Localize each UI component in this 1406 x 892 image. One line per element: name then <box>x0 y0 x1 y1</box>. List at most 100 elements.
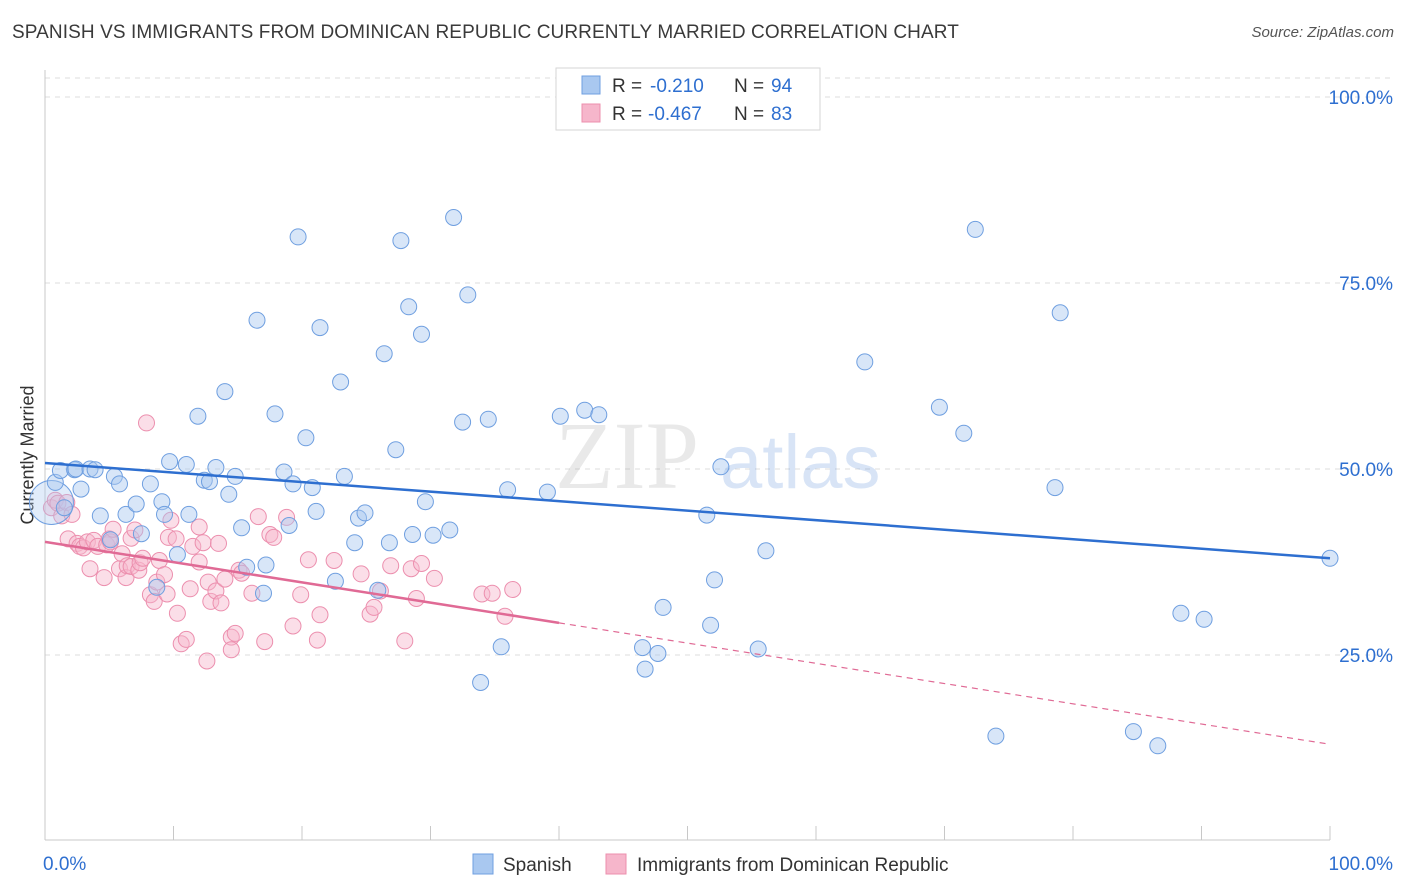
data-point-spanish <box>180 505 198 523</box>
data-point-dominican <box>156 566 173 584</box>
data-point-spanish <box>416 493 434 511</box>
data-point-dominican <box>504 581 522 598</box>
data-point-dominican <box>308 631 326 649</box>
data-point-spanish <box>955 424 973 442</box>
data-point-spanish <box>392 232 410 250</box>
data-point-dominican <box>226 624 244 642</box>
chart-title: SPANISH VS IMMIGRANTS FROM DOMINICAN REP… <box>12 22 959 43</box>
data-point-spanish <box>590 406 608 424</box>
legend-box: R = -0.210 N = 94 R = -0.467 N = 83 <box>555 67 821 131</box>
data-point-spanish <box>636 660 654 678</box>
data-point-spanish <box>307 502 325 520</box>
data-point-dominican <box>168 604 186 622</box>
data-point-spanish <box>55 499 73 517</box>
legend-swatch-dominican <box>581 103 601 123</box>
y-tick-label: 75.0% <box>1339 274 1393 295</box>
data-point-dominican <box>210 534 227 552</box>
trend-lines <box>44 461 1331 745</box>
data-point-spanish <box>67 460 85 478</box>
data-point-dominican <box>216 570 234 588</box>
bottom-legend: Spanish Immigrants from Dominican Republ… <box>472 853 949 876</box>
data-point-dominican <box>162 511 180 529</box>
data-point-spanish <box>72 480 90 498</box>
data-point-spanish <box>1046 479 1064 497</box>
data-point-spanish <box>117 505 135 523</box>
data-point-spanish <box>86 461 104 479</box>
data-point-dominican <box>198 652 216 670</box>
data-point-spanish <box>177 456 195 473</box>
data-point-spanish <box>326 572 344 590</box>
data-point-spanish <box>346 534 364 552</box>
legend-r-value-1: -0.210 <box>650 76 704 97</box>
data-point-spanish <box>257 556 275 574</box>
x-tick-labels: 0.0% 100.0% <box>43 854 1393 875</box>
watermark-zip: ZIP <box>555 402 699 509</box>
data-point-spanish <box>698 506 716 524</box>
data-point-spanish <box>201 473 218 491</box>
y-tick-label: 25.0% <box>1339 646 1393 667</box>
data-point-spanish <box>168 546 186 564</box>
data-point-spanish <box>284 475 302 493</box>
data-point-spanish <box>207 459 225 476</box>
data-point-spanish <box>441 521 459 539</box>
data-point-spanish <box>1124 723 1142 741</box>
data-point-dominican <box>243 584 261 602</box>
data-point-spanish <box>712 458 730 476</box>
data-point-spanish <box>153 493 171 511</box>
data-point-dominican <box>81 560 99 578</box>
data-point-spanish <box>702 616 720 634</box>
bottom-legend-swatch-spanish <box>472 853 494 875</box>
watermark-atlas: atlas <box>720 420 881 505</box>
data-point-spanish <box>156 505 173 523</box>
series-spanish-points <box>28 209 1339 755</box>
data-point-spanish <box>472 674 490 691</box>
y-tick-label: 100.0% <box>1329 88 1394 109</box>
data-point-dominican <box>95 569 113 587</box>
x-tick-label: 100.0% <box>1329 854 1394 875</box>
data-point-spanish <box>91 507 109 525</box>
data-point-dominican <box>365 598 383 616</box>
data-point-spanish <box>311 319 329 337</box>
bottom-legend-label-dominican: Immigrants from Dominican Republic <box>637 855 949 876</box>
bottom-legend-swatch-dominican <box>605 853 627 875</box>
data-point-spanish <box>1051 304 1069 322</box>
data-point-dominican <box>413 555 430 572</box>
data-point-dominican <box>396 632 414 650</box>
data-point-spanish <box>238 558 256 576</box>
data-point-spanish <box>576 401 594 419</box>
data-point-dominican <box>138 414 155 432</box>
data-point-spanish <box>634 639 651 657</box>
legend-swatch-spanish <box>581 75 601 95</box>
data-point-dominican <box>299 551 317 569</box>
data-point-spanish-cluster <box>28 479 74 525</box>
legend-n-value-2: 83 <box>771 104 792 125</box>
data-point-spanish <box>335 467 353 485</box>
data-point-dominican <box>122 558 140 575</box>
data-point-dominican <box>190 518 208 536</box>
data-point-spanish <box>649 645 667 662</box>
data-point-spanish <box>454 413 472 431</box>
data-point-dominican <box>184 537 202 555</box>
bottom-legend-label-spanish: Spanish <box>503 855 572 876</box>
legend-n-value-1: 94 <box>771 76 793 97</box>
data-point-spanish <box>255 584 272 602</box>
data-point-spanish <box>492 638 510 656</box>
data-point-spanish <box>297 429 315 447</box>
data-point-spanish <box>248 311 266 329</box>
data-point-spanish <box>380 534 398 552</box>
data-point-spanish <box>1195 610 1213 628</box>
data-point-spanish <box>538 483 556 501</box>
data-point-dominican <box>104 520 122 538</box>
data-point-dominican <box>145 592 163 610</box>
data-point-spanish <box>757 542 775 560</box>
data-point-spanish <box>111 475 128 493</box>
data-point-spanish <box>413 325 430 343</box>
trend-line-dominican <box>44 540 560 625</box>
x-tick-label: 0.0% <box>43 854 86 875</box>
data-point-spanish <box>706 571 723 589</box>
data-point-spanish <box>445 209 463 226</box>
data-point-spanish <box>189 407 207 425</box>
data-point-spanish <box>1149 737 1167 755</box>
data-point-dominican <box>177 630 195 648</box>
axes <box>44 70 1331 841</box>
